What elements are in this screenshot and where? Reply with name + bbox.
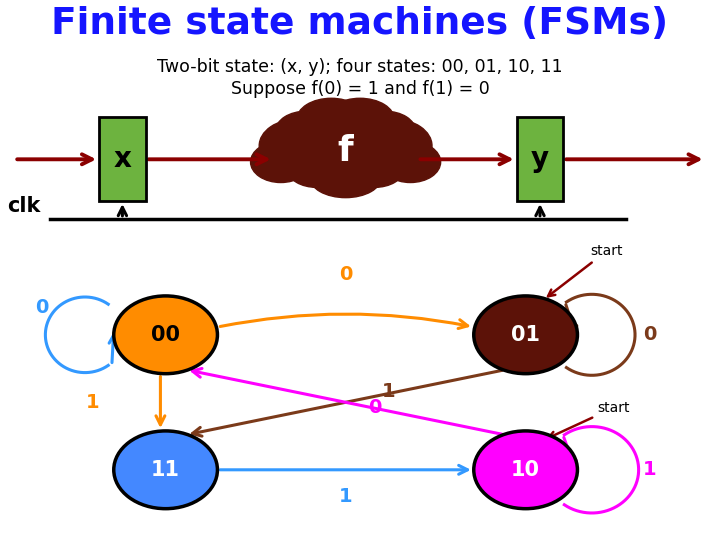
Circle shape bbox=[114, 296, 217, 374]
Text: 0: 0 bbox=[643, 325, 656, 345]
Text: 1: 1 bbox=[643, 460, 656, 480]
FancyBboxPatch shape bbox=[99, 117, 145, 201]
Text: 1: 1 bbox=[86, 393, 99, 412]
Text: start: start bbox=[549, 401, 630, 438]
Text: 01: 01 bbox=[511, 325, 540, 345]
Text: Finite state machines (FSMs): Finite state machines (FSMs) bbox=[51, 6, 669, 42]
Ellipse shape bbox=[277, 111, 414, 192]
Text: 1: 1 bbox=[339, 487, 352, 507]
Ellipse shape bbox=[288, 153, 346, 187]
Text: start: start bbox=[548, 244, 623, 296]
Ellipse shape bbox=[380, 141, 441, 183]
Text: 0: 0 bbox=[339, 265, 352, 284]
Text: 00: 00 bbox=[151, 325, 180, 345]
Text: clk: clk bbox=[7, 196, 40, 216]
Text: y: y bbox=[531, 145, 549, 173]
Text: f: f bbox=[338, 134, 354, 168]
Circle shape bbox=[114, 431, 217, 509]
Text: 0: 0 bbox=[35, 298, 48, 318]
Ellipse shape bbox=[325, 98, 395, 141]
Text: 0: 0 bbox=[368, 398, 381, 417]
Ellipse shape bbox=[355, 111, 415, 150]
Text: 11: 11 bbox=[151, 460, 180, 480]
Text: 10: 10 bbox=[511, 460, 540, 480]
Text: Suppose f(0) = 1 and f(1) = 0: Suppose f(0) = 1 and f(1) = 0 bbox=[230, 80, 490, 98]
Circle shape bbox=[474, 296, 577, 374]
Ellipse shape bbox=[297, 98, 366, 141]
Ellipse shape bbox=[353, 119, 432, 173]
Text: 1: 1 bbox=[382, 382, 395, 401]
Ellipse shape bbox=[310, 157, 382, 198]
Text: Two-bit state: (x, y); four states: 00, 01, 10, 11: Two-bit state: (x, y); four states: 00, … bbox=[157, 58, 563, 77]
Ellipse shape bbox=[259, 119, 338, 173]
Ellipse shape bbox=[276, 111, 336, 150]
Circle shape bbox=[474, 431, 577, 509]
Ellipse shape bbox=[251, 141, 311, 183]
FancyBboxPatch shape bbox=[517, 117, 563, 201]
Ellipse shape bbox=[346, 153, 403, 187]
Text: x: x bbox=[114, 145, 131, 173]
